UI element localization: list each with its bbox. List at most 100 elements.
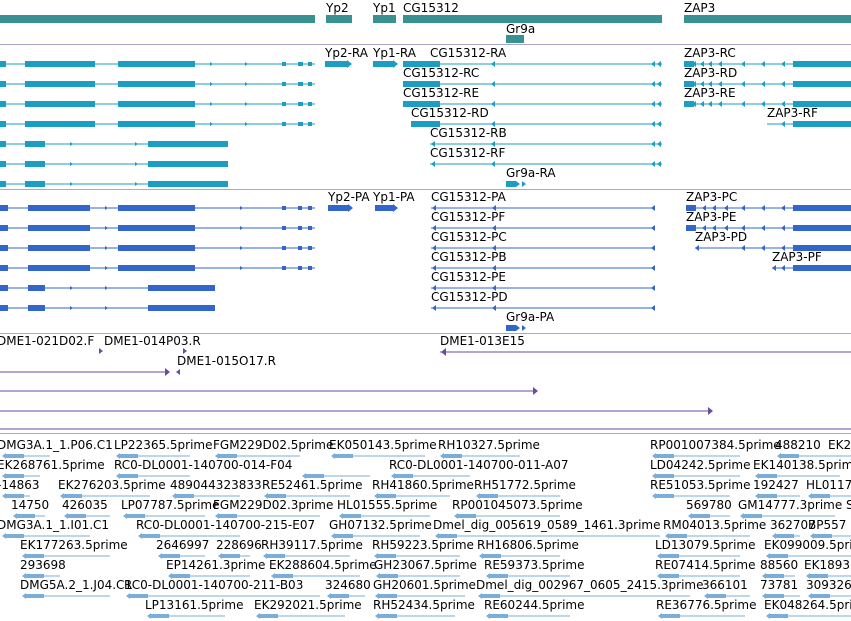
left-transcript-exon[interactable] (0, 181, 6, 187)
left-protein-exon[interactable] (0, 285, 8, 291)
cdna-read[interactable] (6, 474, 24, 478)
left-transcript-exon[interactable] (298, 102, 303, 106)
cdna-read[interactable] (770, 614, 788, 618)
cdna-read[interactable] (275, 574, 293, 578)
left-transcript-exon[interactable] (0, 81, 6, 87)
cdna-read[interactable] (17, 514, 35, 518)
left-protein-exon[interactable] (148, 305, 215, 311)
cdna-read[interactable] (120, 474, 138, 478)
cdna-read[interactable] (26, 574, 44, 578)
cdna-read[interactable] (172, 574, 190, 578)
cdna-read[interactable] (127, 514, 145, 518)
cdna-read[interactable] (6, 454, 24, 458)
yp1-ra-exon[interactable] (373, 61, 393, 67)
left-protein-exon[interactable] (118, 245, 195, 251)
cdna-read[interactable] (120, 454, 138, 458)
left-transcript-exon[interactable] (25, 81, 95, 87)
left-protein-exon[interactable] (298, 226, 302, 230)
cdna-read[interactable] (6, 494, 24, 498)
gene-gr9a[interactable] (506, 35, 524, 43)
left-transcript-exon[interactable] (0, 61, 6, 67)
left-protein-exon[interactable] (118, 265, 195, 271)
cdna-read[interactable] (812, 494, 830, 498)
left-protein-exon[interactable] (28, 205, 90, 211)
cdna-read[interactable] (26, 554, 44, 558)
left-protein-exon[interactable] (28, 305, 45, 311)
left-protein-exon[interactable] (28, 265, 90, 271)
cdna-read[interactable] (482, 594, 500, 598)
left-protein-exon[interactable] (0, 305, 8, 311)
left-protein-exon[interactable] (282, 206, 286, 210)
left-transcript-exon[interactable] (282, 62, 286, 66)
left-protein-exon[interactable] (282, 246, 286, 250)
cdna-read[interactable] (68, 514, 86, 518)
gene-bar-left[interactable] (0, 15, 315, 23)
left-protein-exon[interactable] (118, 225, 195, 231)
cdna-read[interactable] (222, 554, 240, 558)
cdna-read[interactable] (770, 554, 788, 558)
cdna-read[interactable] (662, 614, 680, 618)
cdna-read[interactable] (267, 554, 285, 558)
left-protein-exon[interactable] (308, 226, 312, 230)
cdna-read[interactable] (692, 514, 710, 518)
yp1-pa-exon[interactable] (375, 205, 393, 211)
zap3-exon[interactable] (684, 81, 694, 87)
cdna-read[interactable] (151, 614, 169, 618)
left-transcript-exon[interactable] (308, 62, 312, 66)
zap3-protein-exon[interactable] (793, 265, 851, 271)
left-transcript-exon[interactable] (308, 102, 312, 106)
cdna-read[interactable] (669, 534, 687, 538)
left-transcript-exon[interactable] (298, 62, 303, 66)
cdna-read[interactable] (483, 554, 501, 558)
cdna-read[interactable] (759, 474, 777, 478)
gene-yp2[interactable] (326, 15, 352, 23)
cdna-read[interactable] (142, 534, 160, 538)
cg15312-exon[interactable] (403, 101, 440, 107)
left-protein-exon[interactable] (308, 206, 312, 210)
gene-zap3[interactable] (684, 15, 851, 23)
cdna-read[interactable] (810, 574, 828, 578)
gr9a-ra-exon[interactable] (506, 181, 516, 187)
zap3-protein-exon[interactable] (793, 245, 851, 251)
left-protein-exon[interactable] (0, 205, 8, 211)
left-protein-exon[interactable] (298, 246, 302, 250)
cdna-read[interactable] (444, 454, 462, 458)
yp2-ra-exon[interactable] (325, 61, 347, 67)
cdna-read[interactable] (781, 454, 799, 458)
cdna-read[interactable] (766, 574, 784, 578)
cdna-read[interactable] (776, 534, 794, 538)
cdna-read[interactable] (490, 574, 508, 578)
zap3-exon[interactable] (684, 61, 694, 67)
left-transcript-exon[interactable] (282, 122, 286, 126)
cdna-read[interactable] (490, 614, 508, 618)
left-transcript-exon[interactable] (298, 122, 303, 126)
left-transcript-exon[interactable] (0, 141, 6, 147)
cg15312-exon[interactable] (411, 121, 440, 127)
gr9a-pa-exon[interactable] (506, 325, 516, 331)
cdna-read[interactable] (219, 454, 237, 458)
cdna-read[interactable] (379, 594, 397, 598)
cdna-read[interactable] (260, 614, 278, 618)
left-transcript-exon[interactable] (118, 81, 195, 87)
left-transcript-exon[interactable] (25, 101, 95, 107)
zap3-exon[interactable] (793, 61, 851, 67)
left-protein-exon[interactable] (308, 266, 312, 270)
left-transcript-exon[interactable] (308, 122, 312, 126)
left-protein-exon[interactable] (118, 205, 195, 211)
left-transcript-exon[interactable] (298, 82, 303, 86)
cdna-read[interactable] (378, 554, 396, 558)
left-transcript-exon[interactable] (25, 121, 95, 127)
cdna-read[interactable] (759, 494, 777, 498)
left-protein-exon[interactable] (282, 226, 286, 230)
gene-yp1[interactable] (373, 15, 396, 23)
left-protein-exon[interactable] (298, 266, 302, 270)
left-transcript-exon[interactable] (148, 141, 228, 147)
left-transcript-exon[interactable] (0, 161, 6, 167)
cdna-read[interactable] (176, 494, 194, 498)
cdna-read[interactable] (744, 514, 762, 518)
cdna-read[interactable] (130, 594, 148, 598)
left-transcript-exon[interactable] (308, 82, 312, 86)
cdna-read[interactable] (335, 454, 353, 458)
cg15312-exon[interactable] (403, 81, 440, 87)
left-protein-exon[interactable] (28, 245, 90, 251)
